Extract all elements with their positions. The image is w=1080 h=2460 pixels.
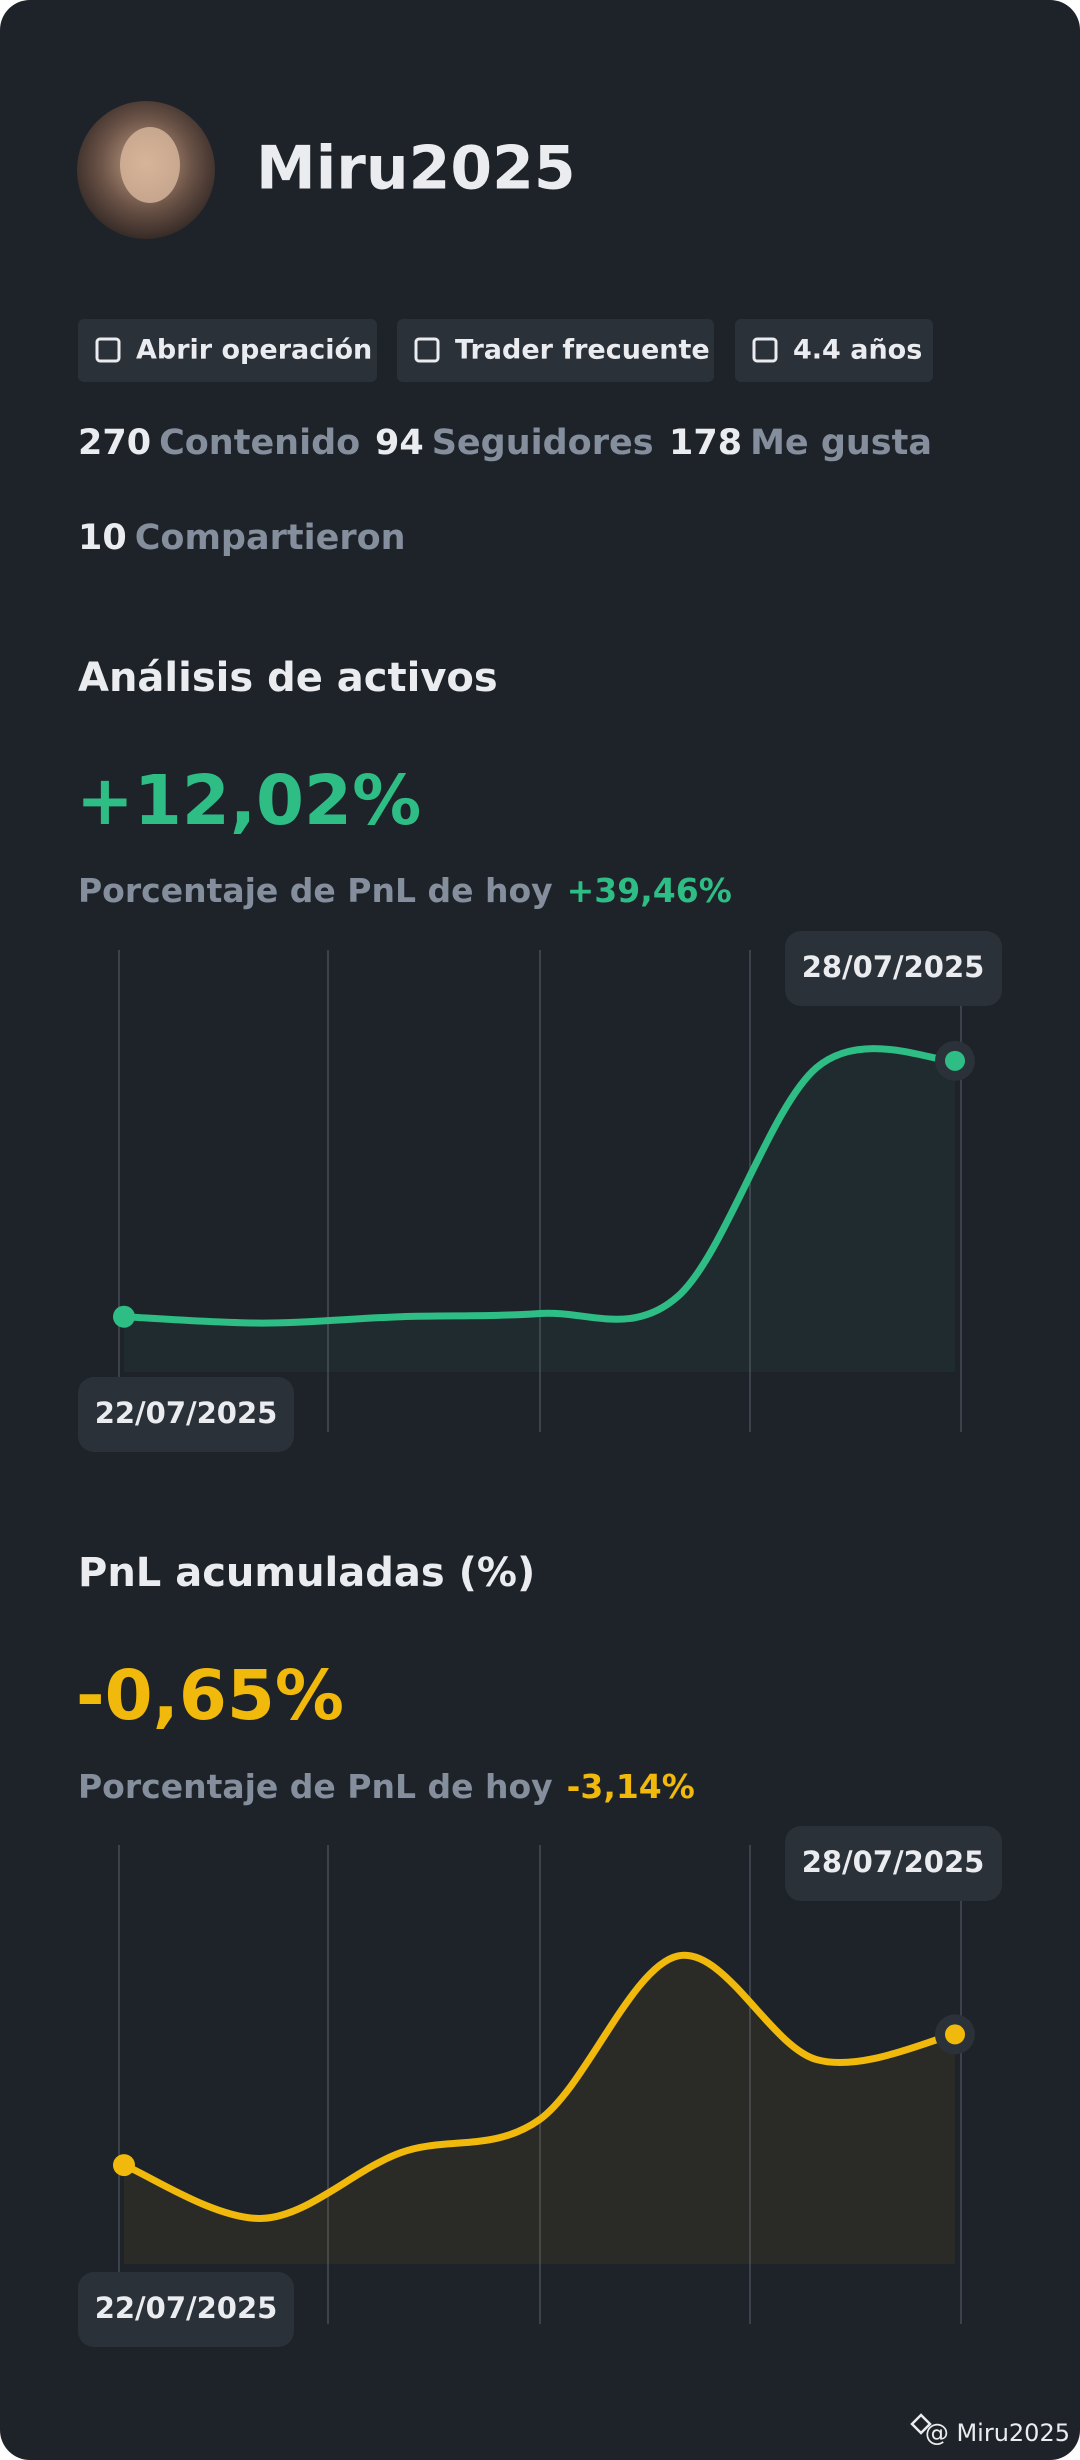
subtitle: Porcentaje de PnL de hoy -3,14% (78, 1767, 695, 1806)
stat-value: 10 (78, 518, 127, 558)
area-fill (124, 1955, 955, 2264)
stat: 94 Seguidores (375, 423, 654, 463)
charts: Análisis de activos +12,02% Porcentaje de … (76, 655, 1002, 2347)
end-point (945, 2024, 965, 2045)
stat-label: Compartieron (135, 518, 406, 558)
subtitle-label: Porcentaje de PnL de hoy (78, 1767, 553, 1806)
line (120, 1951, 959, 2222)
badge-icon (414, 337, 440, 363)
stats: 270 Contenido 94 Seguidores 178 Me gusta 10 Com… (78, 423, 932, 558)
subtitle: Porcentaje de PnL de hoy +39,46% (78, 871, 732, 910)
headline-value: +12,02% (76, 761, 421, 841)
badge (397, 319, 714, 382)
line (120, 1045, 959, 1327)
chart: PnL acumuladas (%) -0,65% Porcentaje de Pn… (76, 1550, 1002, 2347)
chart: Análisis de activos +12,02% Porcentaje de … (76, 655, 1002, 1452)
start-date: 22/07/2025 (95, 2291, 278, 2325)
date-badge (78, 2272, 294, 2347)
footer-logo (910, 2413, 932, 2435)
badge (78, 319, 377, 382)
area-fill (124, 1048, 955, 1372)
badge-icon (752, 337, 778, 363)
chart-title: Análisis de activos (78, 655, 498, 701)
stat: 178 Me gusta (669, 423, 932, 463)
date-badge (785, 1826, 1002, 1901)
badge-label: 4.4 años (793, 335, 922, 366)
stat: 270 Contenido (78, 423, 360, 463)
subtitle-value: +39,46% (567, 871, 732, 910)
badge (735, 319, 933, 382)
date-badge (785, 931, 1002, 1006)
subtitle-value: -3,14% (567, 1767, 695, 1806)
stat-value: 178 (669, 423, 742, 463)
start-point (113, 1305, 135, 1328)
date-badge (78, 1377, 294, 1452)
end-date: 28/07/2025 (802, 950, 985, 984)
username: Miru2025 (256, 134, 576, 204)
chart-title: PnL acumuladas (%) (78, 1550, 535, 1596)
badge-label: Trader frecuente (455, 335, 710, 366)
stat: 10 Compartieron (78, 518, 406, 558)
badges: Abrir operación Trader frecuente 4.4 años (78, 319, 933, 382)
stat-label: Me gusta (750, 423, 932, 463)
start-date: 22/07/2025 (95, 1396, 278, 1430)
badge-label: Abrir operación (136, 335, 372, 366)
subtitle-label: Porcentaje de PnL de hoy (78, 871, 553, 910)
stat-label: Contenido (159, 423, 360, 463)
avatar-face (120, 127, 180, 203)
badge-icon (95, 337, 121, 363)
footer: @ Miru2025 (925, 2419, 1070, 2447)
stat-value: 270 (78, 423, 151, 463)
end-date: 28/07/2025 (802, 1845, 985, 1879)
stat-label: Seguidores (432, 423, 654, 463)
end-point (945, 1050, 965, 1071)
headline-value: -0,65% (76, 1656, 344, 1736)
start-point (113, 2154, 135, 2177)
stat-value: 94 (375, 423, 424, 463)
